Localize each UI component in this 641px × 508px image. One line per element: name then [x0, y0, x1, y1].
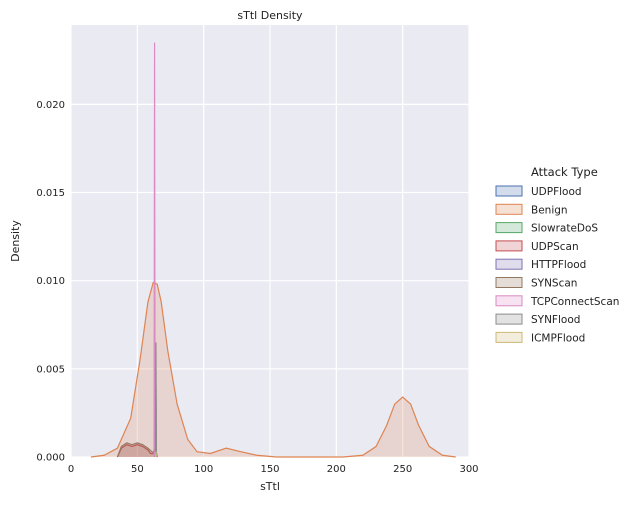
density-area-synscan: [117, 442, 158, 457]
legend-label-udpscan: UDPScan: [531, 241, 579, 253]
density-area-udpscan: [117, 444, 158, 457]
legend-swatch-icmpflood: [495, 331, 523, 343]
legend-swatch-httpflood: [495, 258, 523, 270]
density-line-tcpconnectscan: [153, 42, 156, 458]
x-tick-label: 0: [68, 464, 74, 475]
x-tick-label: 300: [459, 464, 478, 475]
y-tick-label: 0.010: [36, 276, 65, 287]
legend-label-httpflood: HTTPFlood: [531, 259, 586, 271]
x-tick-label: 50: [131, 464, 144, 475]
legend-label-synscan: SYNScan: [531, 278, 577, 290]
legend-swatch-slowratedos: [495, 222, 523, 234]
legend-swatch-tcpconnectscan: [495, 295, 523, 307]
y-axis-label: Density: [9, 220, 22, 262]
legend-title: Attack Type: [531, 165, 598, 179]
x-tick-labels: 0 50 100 150 200 250 300: [68, 464, 479, 475]
density-area-benign: [90, 282, 456, 457]
x-tick-label: 100: [194, 464, 213, 475]
legend: Attack Type UDPFlood Benign SlowrateDoS UDP…: [495, 165, 619, 344]
series-layer: [90, 42, 456, 458]
x-tick-label: 250: [393, 464, 412, 475]
legend-label-slowratedos: SlowrateDoS: [531, 223, 598, 235]
x-tick-label: 200: [327, 464, 346, 475]
legend-label-benign: Benign: [531, 204, 568, 216]
legend-swatch-synscan: [495, 277, 523, 288]
legend-swatch-synflood: [495, 313, 523, 325]
y-tick-label: 0.015: [36, 188, 65, 199]
density-line-icmpflood: [154, 451, 157, 458]
legend-swatch-benign: [495, 203, 523, 215]
legend-swatch-udpflood: [495, 185, 523, 197]
grid-lines: [70, 25, 470, 458]
legend-label-synflood: SYNFlood: [531, 314, 580, 326]
y-tick-label: 0.020: [36, 100, 65, 111]
legend-swatch-udpscan: [495, 240, 523, 252]
y-tick-labels: 0.000 0.005 0.010 0.015 0.020: [36, 100, 65, 464]
legend-label-udpflood: UDPFlood: [531, 186, 582, 198]
legend-label-tcpconnectscan: TCPConnectScan: [530, 296, 619, 308]
y-tick-label: 0.000: [36, 453, 65, 464]
density-line-synflood: [154, 342, 158, 458]
density-line-benign: [90, 281, 456, 458]
chart-title: sTtl Density: [237, 9, 303, 22]
x-axis-label: sTtl: [260, 480, 280, 493]
y-tick-label: 0.005: [36, 364, 65, 375]
x-tick-label: 150: [260, 464, 279, 475]
legend-label-icmpflood: ICMPFlood: [531, 332, 585, 344]
